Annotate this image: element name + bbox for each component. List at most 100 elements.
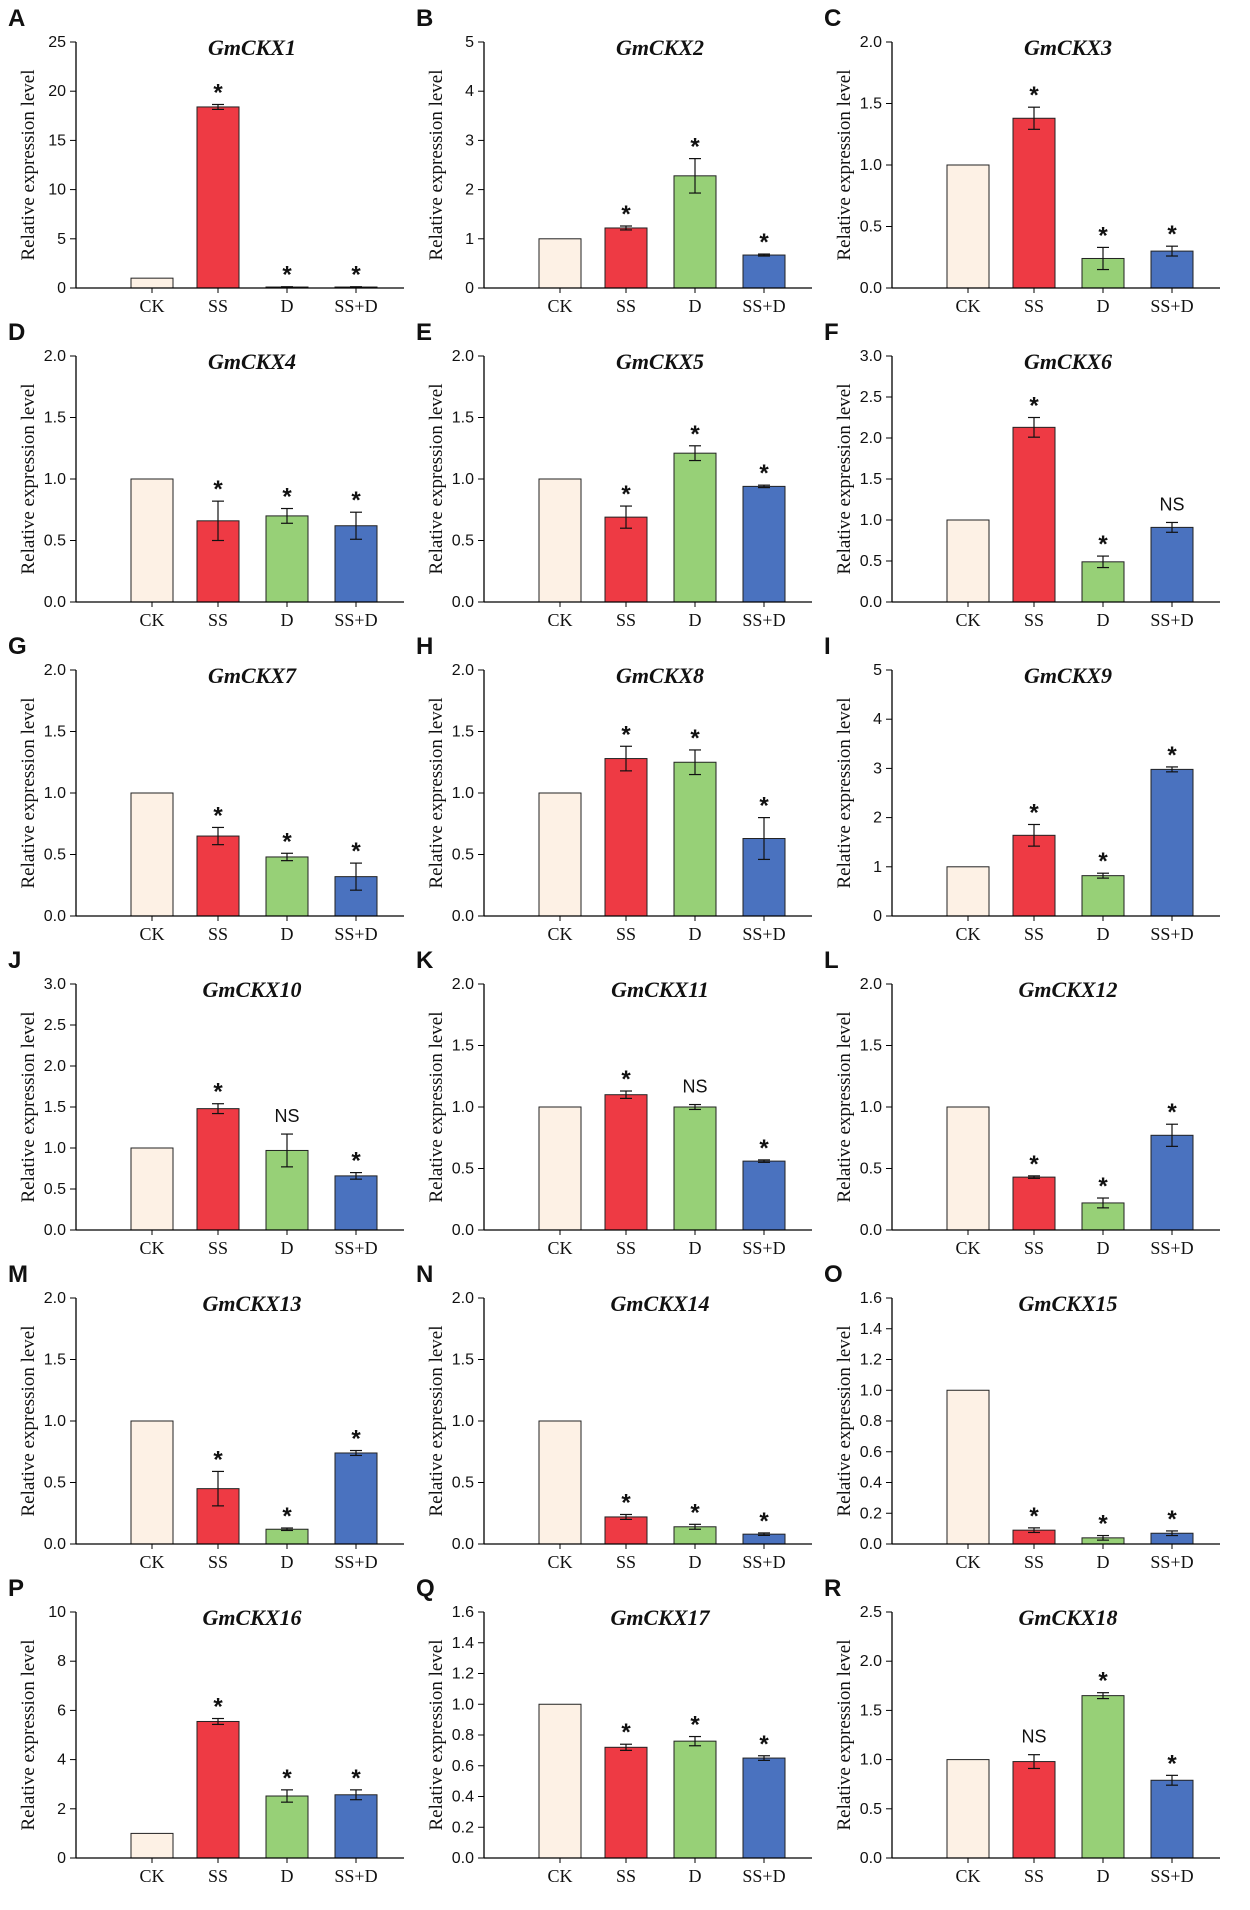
bar-ck [946,164,990,289]
chart-panel-e: E GmCKX5 Relative expression level 0.0 0.5 1.… [416,319,812,630]
y-tick-label: 0.8 [452,1727,474,1744]
bar-ck [946,1759,990,1859]
x-tick-label: SS [616,296,636,316]
y-axis-label: Relative expression level [426,1012,447,1203]
bar-ss [604,758,648,917]
y-tick-label: 4 [873,711,882,728]
y-tick-label: 1.5 [44,724,66,741]
x-tick-label: SS+D [742,1552,785,1572]
y-axis-label: Relative expression level [834,70,855,261]
x-tick-label: SS+D [334,924,377,944]
bar-ck [946,1106,990,1231]
chart-title: GmCKX18 [1018,1605,1117,1630]
significance-star: * [213,1694,223,1721]
x-tick-label: SS [616,1238,636,1258]
y-tick-label: 1 [465,231,474,248]
y-tick-label: 1.5 [452,724,474,741]
panel-letter: L [824,947,839,974]
x-tick-label: D [1097,924,1110,944]
y-tick-label: 2.0 [860,976,882,993]
x-tick-label: SS+D [742,296,785,316]
bar-d [673,452,717,603]
y-axis-label: Relative expression level [18,1012,39,1203]
y-tick-label: 0.0 [452,594,474,611]
x-tick-label: CK [955,1552,980,1572]
x-tick-label: SS [208,924,228,944]
x-tick-label: SS+D [1150,1238,1193,1258]
significance-star: * [213,802,223,829]
y-tick-label: 2.5 [44,1017,66,1034]
y-tick-label: 0.5 [860,219,882,236]
bar-ck [538,478,582,603]
chart-title: GmCKX2 [616,35,704,60]
y-tick-label: 2.0 [452,662,474,679]
significance-star: * [351,1148,361,1175]
bar-ss-plus-d [1150,768,1194,917]
significance-star: * [759,793,769,820]
chart-panel-m: M GmCKX13 Relative expression level 0.0 0.5 1… [8,1261,404,1572]
x-tick-label: D [689,296,702,316]
chart-panel-q: Q GmCKX17 Relative expression level 0.0 0.2 0… [416,1575,812,1886]
bar-d [673,1740,717,1859]
x-tick-label: D [689,1552,702,1572]
y-tick-label: 0.0 [44,594,66,611]
y-axis-label: Relative expression level [834,698,855,889]
chart-title: GmCKX6 [1024,349,1112,374]
x-tick-label: SS [616,1552,636,1572]
x-tick-label: SS [208,1238,228,1258]
bar-d [265,1528,309,1545]
chart-panel-l: L GmCKX12 Relative expression level 0.0 0.5 1… [824,947,1220,1258]
y-tick-label: 15 [48,132,66,149]
panel-letter: Q [416,1575,435,1602]
y-tick-label: 1.0 [860,1752,882,1769]
y-tick-label: 5 [465,34,474,51]
x-tick-label: D [689,924,702,944]
y-tick-label: 8 [57,1653,66,1670]
x-tick-label: D [281,924,294,944]
y-tick-label: 0.5 [44,1181,66,1198]
bar-ss-plus-d [742,1160,786,1231]
significance-star: * [690,134,700,161]
x-tick-label: SS [208,1866,228,1886]
x-tick-label: CK [955,610,980,630]
bar-ss-plus-d [1150,1779,1194,1859]
bar-ss [1012,1761,1056,1859]
y-tick-label: 0.6 [452,1758,474,1775]
y-tick-label: 3.0 [860,348,882,365]
y-tick-label: 0.5 [44,533,66,550]
significance-star: * [282,1503,292,1530]
bar-d [1081,1695,1125,1859]
y-axis-label: Relative expression level [834,1326,855,1517]
y-tick-label: 0.6 [860,1444,882,1461]
x-tick-label: SS [208,610,228,630]
x-tick-label: SS+D [1150,924,1193,944]
bar-ck [130,1147,174,1231]
bar-d [265,856,309,917]
y-tick-label: 1 [873,859,882,876]
significance-star: * [213,79,223,106]
x-tick-label: SS [616,610,636,630]
x-tick-label: D [1097,1552,1110,1572]
x-tick-label: SS+D [334,1238,377,1258]
significance-star: * [1029,82,1039,109]
bar-ss [196,1720,240,1859]
y-tick-label: 1.0 [860,1099,882,1116]
y-tick-label: 0.0 [860,280,882,297]
significance-star: * [351,1765,361,1792]
y-tick-label: 1.2 [452,1666,474,1683]
significance-star: * [1098,531,1108,558]
bar-d [1081,561,1125,603]
significance-star: * [690,725,700,752]
y-tick-label: 0 [57,280,66,297]
significance-star: * [1167,1750,1177,1777]
significance-star: * [1098,1511,1108,1538]
y-tick-label: 20 [48,83,66,100]
panel-letter: B [416,5,433,32]
x-tick-label: D [281,1238,294,1258]
significance-star: * [213,1446,223,1473]
x-tick-label: D [689,610,702,630]
panel-letter: R [824,1575,841,1602]
y-tick-label: 0.2 [860,1505,882,1522]
panel-letter: I [824,633,831,660]
x-tick-label: D [1097,296,1110,316]
